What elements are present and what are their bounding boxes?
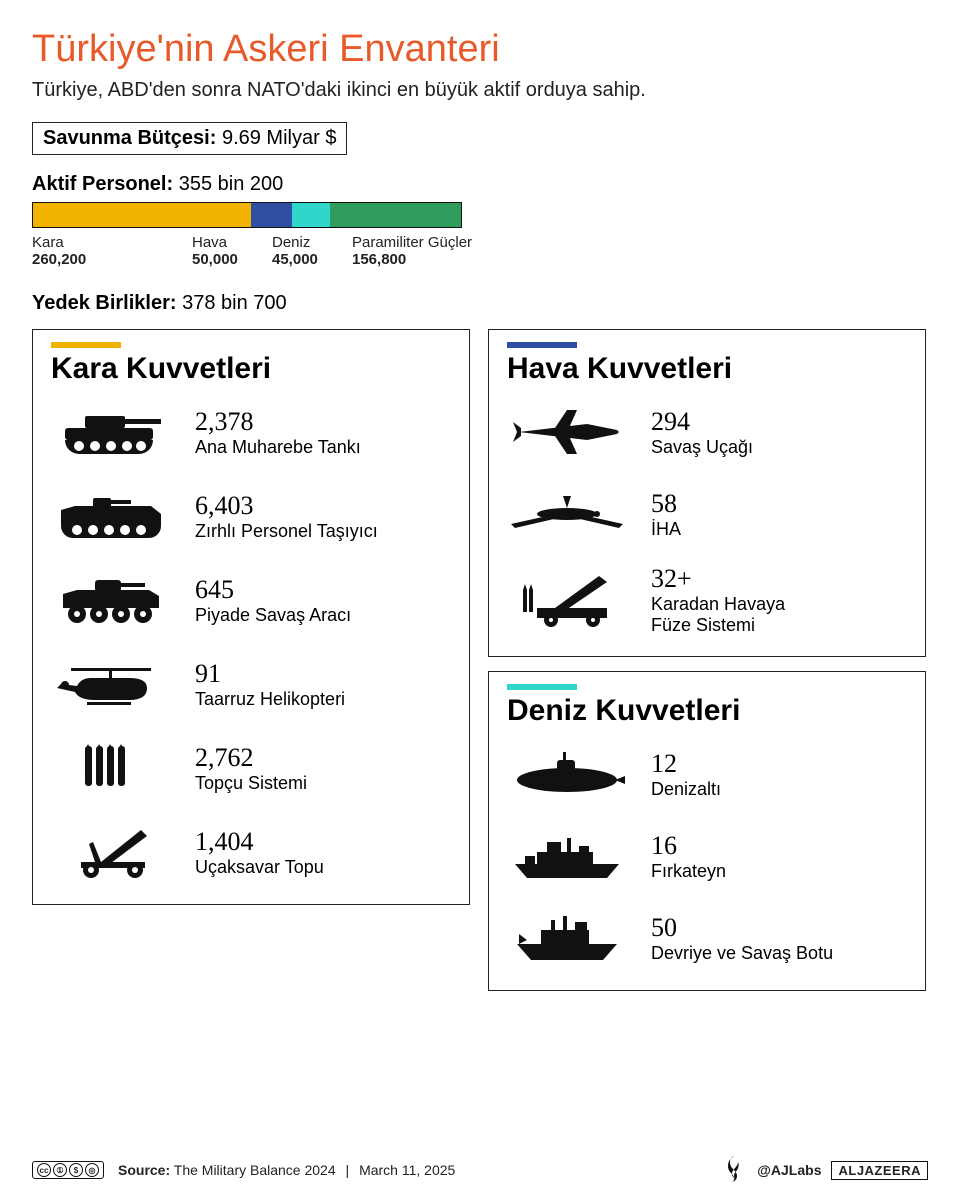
item-count: 58 [651, 489, 681, 519]
patrol-icon [507, 906, 627, 970]
item-count: 645 [195, 575, 351, 605]
aagun-icon [51, 820, 171, 884]
item-count: 32+ [651, 564, 785, 594]
artillery-icon [51, 736, 171, 800]
accent-deniz [507, 684, 577, 690]
bar-label-kara: Kara260,200 [32, 234, 86, 268]
panel-deniz-title: Deniz Kuvvetleri [507, 694, 907, 728]
reserve-line: Yedek Birlikler: 378 bin 700 [32, 292, 928, 315]
item-label: Zırhlı Personel Taşıyıcı [195, 521, 378, 542]
inventory-item: 294Savaş Uçağı [507, 400, 907, 464]
inventory-item: 32+Karadan HavayaFüze Sistemi [507, 564, 907, 636]
helo-icon [51, 652, 171, 716]
item-count: 294 [651, 407, 753, 437]
cc-badge-icon: cc①$◎ [32, 1161, 104, 1179]
item-label: Savaş Uçağı [651, 437, 753, 458]
panel-hava: Hava Kuvvetleri 294Savaş Uçağı 58İHA 32+Ka… [488, 329, 926, 657]
footer-brand: ALJAZEERA [831, 1161, 928, 1180]
item-label: Taarruz Helikopteri [195, 689, 345, 710]
accent-kara [51, 342, 121, 348]
personnel-line: Aktif Personel: 355 bin 200 [32, 173, 928, 196]
accent-hava [507, 342, 577, 348]
item-label: Karadan HavayaFüze Sistemi [651, 594, 785, 636]
budget-label: Savunma Bütçesi: [43, 127, 216, 149]
ifv-icon [51, 568, 171, 632]
item-label: Fırkateyn [651, 861, 726, 882]
personnel-bar [32, 202, 462, 228]
footer-handle: @AJLabs [757, 1162, 821, 1178]
item-label: Ana Muharebe Tankı [195, 437, 361, 458]
aljazeera-logo-icon [721, 1154, 747, 1186]
panel-deniz: Deniz Kuvvetleri 12Denizaltı 16Fırkateyn 5… [488, 671, 926, 991]
apc-icon [51, 484, 171, 548]
item-count: 50 [651, 913, 833, 943]
bar-label-paramiliter güçler: Paramiliter Güçler156,800 [352, 234, 472, 268]
bar-segment-hava [251, 203, 293, 227]
bar-label-hava: Hava50,000 [192, 234, 238, 268]
inventory-item: 16Fırkateyn [507, 824, 907, 888]
inventory-item: 91Taarruz Helikopteri [51, 652, 451, 716]
reserve-value: 378 bin 700 [182, 292, 287, 314]
item-label: Piyade Savaş Aracı [195, 605, 351, 626]
panel-kara-title: Kara Kuvvetleri [51, 352, 451, 386]
footer: cc①$◎ Source: The Military Balance 2024 … [32, 1154, 928, 1186]
item-label: Topçu Sistemi [195, 773, 307, 794]
item-count: 91 [195, 659, 345, 689]
bar-segment-kara [33, 203, 251, 227]
uav-icon [507, 482, 627, 546]
inventory-item: 50Devriye ve Savaş Botu [507, 906, 907, 970]
budget-value: 9.69 Milyar $ [222, 127, 337, 149]
personnel-bar-labels: Kara260,200 Hava50,000 Deniz45,000 Paramili… [32, 234, 928, 276]
item-label: Uçaksavar Topu [195, 857, 324, 878]
tank-icon [51, 400, 171, 464]
bar-segment-deniz [292, 203, 330, 227]
item-count: 16 [651, 831, 726, 861]
inventory-item: 2,762Topçu Sistemi [51, 736, 451, 800]
item-count: 12 [651, 749, 721, 779]
subtitle: Türkiye, ABD'den sonra NATO'daki ikinci … [32, 79, 928, 102]
item-count: 2,378 [195, 407, 361, 437]
item-count: 1,404 [195, 827, 324, 857]
sam-icon [507, 568, 627, 632]
bar-label-deniz: Deniz45,000 [272, 234, 318, 268]
budget-box: Savunma Bütçesi: 9.69 Milyar $ [32, 122, 347, 155]
reserve-label: Yedek Birlikler: [32, 292, 177, 314]
item-label: Devriye ve Savaş Botu [651, 943, 833, 964]
page-title: Türkiye'nin Askeri Envanteri [32, 28, 928, 71]
footer-source: Source: The Military Balance 2024 | Marc… [118, 1162, 455, 1178]
item-label: Denizaltı [651, 779, 721, 800]
inventory-item: 645Piyade Savaş Aracı [51, 568, 451, 632]
inventory-item: 1,404Uçaksavar Topu [51, 820, 451, 884]
inventory-item: 2,378Ana Muharebe Tankı [51, 400, 451, 464]
sub-icon [507, 742, 627, 806]
item-count: 2,762 [195, 743, 307, 773]
frigate-icon [507, 824, 627, 888]
personnel-label: Aktif Personel: [32, 173, 173, 195]
inventory-item: 6,403Zırhlı Personel Taşıyıcı [51, 484, 451, 548]
panel-hava-title: Hava Kuvvetleri [507, 352, 907, 386]
panel-kara: Kara Kuvvetleri 2,378Ana Muharebe Tankı 6… [32, 329, 470, 905]
item-count: 6,403 [195, 491, 378, 521]
item-label: İHA [651, 519, 681, 540]
personnel-value: 355 bin 200 [179, 173, 284, 195]
jet-icon [507, 400, 627, 464]
inventory-item: 58İHA [507, 482, 907, 546]
bar-segment-paramiliter güçler [330, 203, 461, 227]
inventory-item: 12Denizaltı [507, 742, 907, 806]
